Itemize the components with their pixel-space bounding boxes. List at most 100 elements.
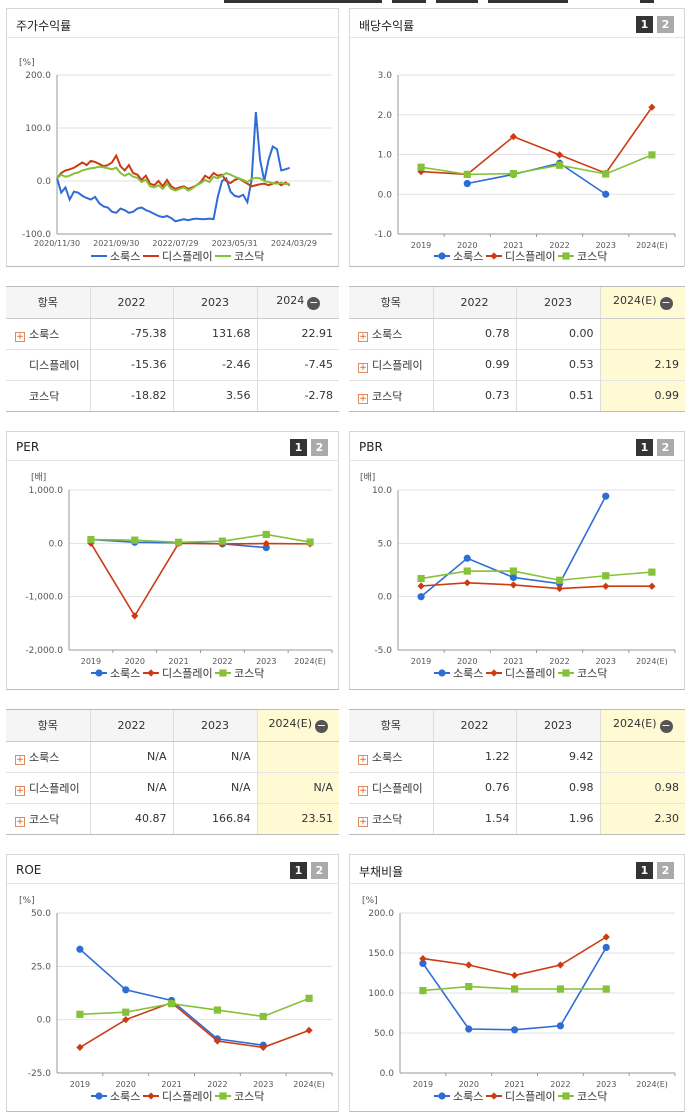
cell-value: -75.38 <box>89 317 173 349</box>
y-tick-label: 200.0 <box>25 71 51 81</box>
legend-marker-kosdaq <box>562 669 570 677</box>
y-tick-label: 1.0 <box>378 151 393 161</box>
collapse-icon[interactable]: − <box>307 296 321 311</box>
stock-return-panel: 주가수익률 [%] -100.0 0.0 100.0 200.0 2020/11/30 20… <box>6 8 339 267</box>
debt-ratio-chart: [%] 0.0 50.0 100.0 150.0 200.0 2019 2020 2021 202… <box>362 896 676 1103</box>
legend-marker-display <box>147 669 155 677</box>
data-point-display <box>648 103 656 111</box>
col-header: 항목 <box>349 710 433 742</box>
toggle-2-button[interactable]: 2 <box>657 862 674 879</box>
toggle-2-button[interactable]: 2 <box>311 439 328 456</box>
data-point-display <box>76 1043 84 1051</box>
y-tick-label: -100.0 <box>22 230 51 240</box>
dividend-panel: 배당수익률 1 2 -1.0 0.0 1.0 2.0 3.0 2019 2020 2021 20… <box>349 8 685 267</box>
toggle-1-button[interactable]: 1 <box>636 16 653 33</box>
cell-value: -7.45 <box>256 348 339 380</box>
col-header: 2023 <box>515 287 600 319</box>
legend-marker-sorux <box>438 1092 446 1100</box>
expand-icon[interactable]: + <box>15 331 25 342</box>
expand-icon[interactable]: + <box>358 393 368 404</box>
x-tick-label: 2022 <box>550 1080 570 1089</box>
x-tick-label: 2019 <box>70 1080 90 1089</box>
data-point-sorux <box>556 1022 565 1030</box>
data-point-kosdaq <box>509 567 518 575</box>
expand-icon[interactable]: + <box>15 816 25 827</box>
series-line-kosdaq <box>79 997 310 1018</box>
data-point-display <box>648 582 656 590</box>
x-tick-label: 2024(E) <box>636 1080 668 1089</box>
data-point-sorux <box>509 573 518 582</box>
legend-marker-display <box>147 1092 155 1100</box>
table-row: + 소룩스 0.78 0.00 <box>349 317 685 349</box>
x-tick-label: 2024(E) <box>636 657 668 666</box>
data-point-display <box>259 1043 267 1051</box>
cell-value: N/A <box>172 771 257 803</box>
y-tick-label: 0.0 <box>37 177 52 187</box>
x-tick-label: 2019 <box>413 1080 433 1089</box>
legend-label-sorux: 소룩스 <box>110 1090 140 1103</box>
toggle-1-button[interactable]: 1 <box>290 862 307 879</box>
data-point-kosdaq <box>556 985 565 993</box>
y-tick-label: 50.0 <box>31 909 51 919</box>
row-label: 디스플레이 <box>372 781 423 795</box>
expand-icon[interactable]: + <box>358 785 368 796</box>
per-chart: [배] -2,000.0 -1,000.0 0.0 1,000.0 2019 2020 202… <box>25 472 333 680</box>
expand-icon[interactable]: + <box>358 754 368 765</box>
x-tick-label: 2024(E) <box>636 241 668 250</box>
expand-icon[interactable]: + <box>358 816 368 827</box>
col-header-collapsible: 2024(E) − <box>256 710 339 742</box>
y-tick-label: 0.0 <box>49 539 64 549</box>
cell-value: N/A <box>89 771 173 803</box>
x-tick-label: 2019 <box>81 657 101 666</box>
cell-value: 131.68 <box>172 317 257 349</box>
toggle-1-button[interactable]: 1 <box>290 439 307 456</box>
expand-icon[interactable]: + <box>358 362 368 373</box>
legend-marker-display <box>490 1092 498 1100</box>
table-row: 디스플레이 -15.36 -2.46 -7.45 <box>6 348 339 380</box>
collapse-icon[interactable]: − <box>659 719 673 734</box>
toggle-1-button[interactable]: 1 <box>636 439 653 456</box>
y-tick-label: 1,000.0 <box>29 486 64 496</box>
data-point-kosdaq <box>306 538 314 546</box>
chart-toggle: 1 2 <box>636 16 674 33</box>
data-point-kosdaq <box>463 567 471 575</box>
data-point-sorux <box>262 544 270 552</box>
data-point-kosdaq <box>417 574 425 583</box>
data-point-kosdaq <box>463 170 471 178</box>
table-row: + 디스플레이 0.76 0.98 0.98 <box>349 771 685 803</box>
toggle-2-button[interactable]: 2 <box>311 862 328 879</box>
expand-icon[interactable]: + <box>358 331 368 342</box>
panel-header: ROE 1 2 <box>7 855 338 884</box>
cell-value: 0.78 <box>432 317 516 349</box>
y-tick-label: 100.0 <box>368 989 394 999</box>
unit-label: [%] <box>19 58 35 68</box>
table-row: + 디스플레이 0.99 0.53 2.19 <box>349 348 685 380</box>
data-point-display <box>305 1026 313 1034</box>
toggle-1-button[interactable]: 1 <box>636 862 653 879</box>
expand-icon[interactable]: + <box>15 785 25 796</box>
y-tick-label: 0.0 <box>378 593 393 603</box>
legend-label-kosdaq: 코스닥 <box>577 1090 607 1103</box>
legend-label-display: 디스플레이 <box>162 250 213 263</box>
toggle-2-button[interactable]: 2 <box>657 16 674 33</box>
x-tick-label: 2024(E) <box>293 1080 325 1089</box>
roe-chart: [%] -25.0 0.0 25.0 50.0 2019 2020 2021 2022 2023 2… <box>19 896 333 1103</box>
cell-value: 3.56 <box>172 379 257 411</box>
series-line-kosdaq <box>56 165 290 192</box>
data-point-sorux <box>510 1026 519 1034</box>
legend-label-sorux: 소룩스 <box>453 250 483 263</box>
collapse-icon[interactable]: − <box>659 296 673 311</box>
series-line-sorux <box>56 112 291 223</box>
cell-value: 0.51 <box>515 379 600 411</box>
table-row: + 코스닥 40.87 166.84 23.51 <box>6 802 339 834</box>
cell-value: 1.96 <box>515 802 600 834</box>
debt-ratio-panel: 부채비율 1 2 [%] 0.0 50.0 100.0 150.0 200.0 2019 20… <box>349 854 685 1112</box>
toggle-2-button[interactable]: 2 <box>657 439 674 456</box>
col-header: 2022 <box>89 287 173 319</box>
expand-icon[interactable]: + <box>15 754 25 765</box>
col-header: 2022 <box>432 287 516 319</box>
x-tick-label: 2023 <box>256 657 276 666</box>
collapse-icon[interactable]: − <box>315 719 329 734</box>
series-line-kosdaq <box>420 570 652 582</box>
table-row: 코스닥 -18.82 3.56 -2.78 <box>6 379 339 411</box>
